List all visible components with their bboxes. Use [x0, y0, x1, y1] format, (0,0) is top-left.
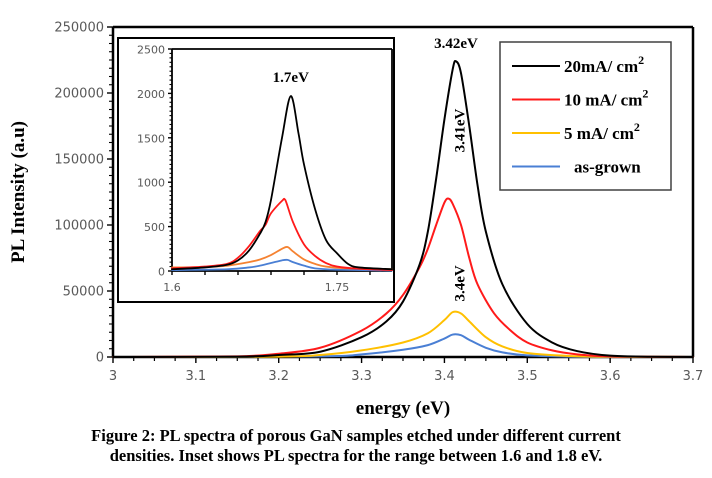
main-x-tick-label: 3.6 — [600, 369, 621, 384]
main-x-tick-label: 3.2 — [268, 369, 289, 384]
inset-series-line-0 — [171, 95, 393, 271]
legend-label-2: 5 mA/ cm2 — [564, 120, 640, 143]
main-series-line-0 — [112, 60, 694, 358]
y-axis-title: PL Intensity (a.u) — [8, 121, 29, 263]
main-y-tick-label: 250000 — [54, 21, 104, 36]
main-x-tick-label: 3.4 — [434, 369, 455, 384]
inset-series-line-2 — [171, 246, 393, 271]
main-x-tick-label: 3 — [109, 369, 117, 384]
inset-series-line-1 — [171, 197, 393, 272]
main-peak-annotation: 3.41eV — [452, 108, 468, 152]
main-x-tick-label: 3.7 — [683, 369, 704, 384]
inset-x-tick-label: 1.75 — [325, 281, 350, 294]
inset-peak-annotation: 1.7eV — [273, 70, 309, 86]
main-peak-annotation: 3.42eV — [434, 36, 478, 52]
x-axis-title: energy (eV) — [356, 398, 450, 419]
main-y-tick-label: 150000 — [54, 153, 104, 168]
main-axes: 3 3.1 3.2 3.3 3.4 3.5 3.6 3.7 0 50000 100000 150000… — [54, 21, 703, 385]
figure-caption: Figure 2: PL spectra of porous GaN sampl… — [0, 426, 712, 466]
inset-y-tick-label: 2500 — [137, 44, 165, 57]
main-y-tick-label: 0 — [96, 351, 104, 366]
main-y-tick-label: 200000 — [54, 87, 104, 102]
main-series-line-1 — [112, 197, 694, 358]
inset-y-tick-label: 2000 — [137, 88, 165, 101]
inset-y-tick-label: 500 — [144, 221, 165, 234]
main-x-tick-label: 3.1 — [186, 369, 207, 384]
main-series-line-3 — [112, 333, 694, 359]
inset-annotations: 1.7eV — [273, 70, 309, 86]
caption-line-1: Figure 2: PL spectra of porous GaN sampl… — [91, 426, 621, 445]
legend-label-1: 10 mA/ cm2 — [564, 87, 648, 110]
caption-line-2: densities. Inset shows PL spectra for th… — [109, 446, 603, 465]
main-peak-annotation: 3.4eV — [452, 265, 468, 301]
legend: 20mA/ cm2 10 mA/ cm2 5 mA/ cm2 as-grown — [499, 41, 672, 191]
inset-x-tick-label: 1.6 — [163, 281, 181, 294]
inset-y-tick-label: 0 — [158, 266, 165, 279]
main-y-tick-label: 100000 — [54, 219, 104, 234]
inset-background — [117, 37, 395, 303]
inset-y-tick-label: 1500 — [137, 132, 165, 145]
main-x-tick-label: 3.5 — [517, 369, 538, 384]
inset-series-line-3 — [171, 258, 393, 272]
main-x-tick-label: 3.3 — [351, 369, 372, 384]
main-series-group — [112, 60, 694, 359]
legend-label-3: as-grown — [574, 158, 641, 177]
legend-label-0: 20mA/ cm2 — [564, 53, 644, 76]
inset-y-tick-label: 1000 — [137, 177, 165, 190]
main-annotations: 3.42eV 3.41eV 3.4eV — [434, 36, 478, 301]
inset-axes: 1.6 1.75 0 500 1000 1500 2000 2500 — [137, 44, 393, 294]
inset-series-group — [171, 95, 393, 272]
main-series-line-2 — [112, 310, 694, 358]
main-y-tick-label: 50000 — [63, 285, 104, 300]
